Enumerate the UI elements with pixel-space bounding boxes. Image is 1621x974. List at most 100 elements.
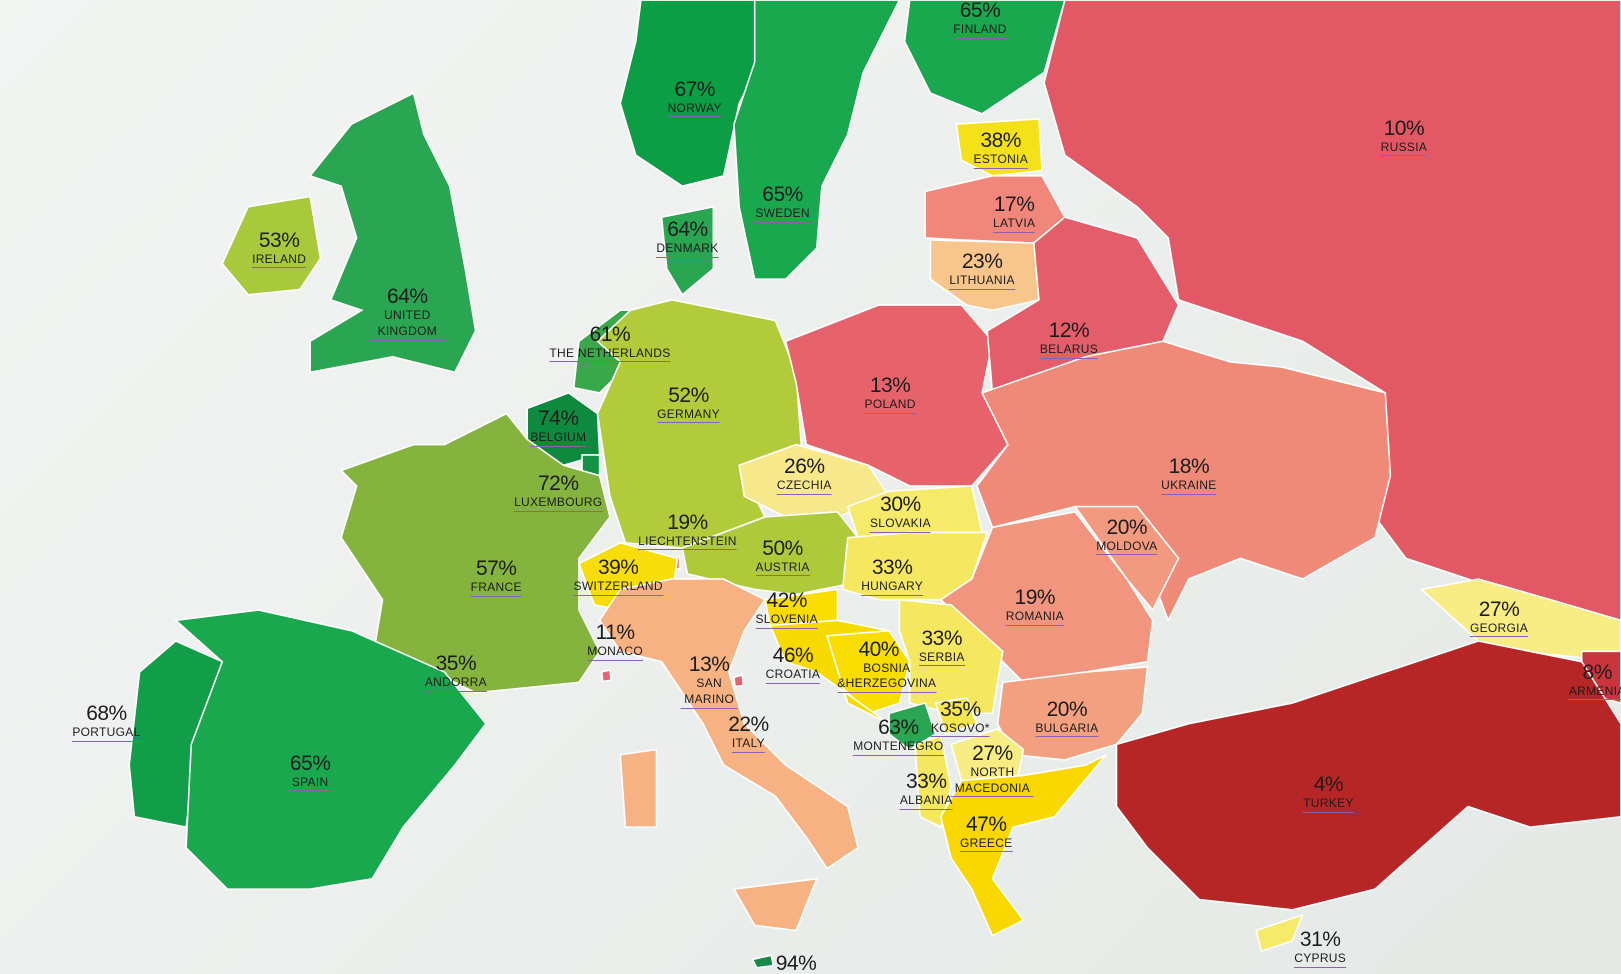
score: 38%	[980, 129, 1021, 153]
country-label: 27% GEORGIA	[1469, 597, 1529, 638]
score: 47%	[965, 812, 1007, 836]
country-label: 53% IRELAND	[252, 228, 307, 269]
country-name: SERBIA	[918, 650, 965, 667]
country-name: ITALY	[731, 736, 765, 753]
country-name: NORWAY	[667, 101, 722, 118]
score: 65%	[289, 751, 331, 775]
country-label: 23% LITHUANIA	[949, 251, 1015, 290]
country-name: TURKEY	[1303, 796, 1354, 813]
country-name: SWITZERLAND	[573, 579, 663, 596]
country-shape	[173, 609, 487, 890]
country-label: 33% ALBANIA	[899, 771, 953, 810]
score: 35%	[940, 697, 981, 721]
country-shape	[339, 412, 611, 694]
country-label: 27% NORTH MACEDONIA	[951, 742, 1034, 798]
score: 94%	[775, 952, 817, 974]
country-label: 52% GERMANY	[657, 385, 720, 424]
country-label: 13% POLAND	[864, 374, 916, 414]
country-name: AUSTRIA	[755, 560, 810, 577]
score: 46%	[772, 644, 814, 668]
country-name: SWEDEN	[755, 206, 810, 223]
score: 30%	[880, 493, 921, 517]
country-label: 12% BELARUS	[1039, 319, 1098, 360]
country-shape	[221, 195, 322, 296]
country-label: 8% ARMENIA	[1568, 660, 1621, 701]
country-name: FINLAND	[953, 22, 1007, 39]
country-name: ANDORRA	[424, 675, 487, 692]
country-name: SAN MARINO	[680, 676, 738, 709]
country-label: 31% CYPRUS	[1294, 929, 1347, 968]
country-shape	[976, 340, 1392, 623]
score: 22%	[728, 713, 769, 737]
country-name: CZECHIA	[776, 478, 832, 495]
score: 39%	[597, 556, 639, 580]
country-name: PORTUGAL	[72, 725, 141, 742]
country-shape	[308, 91, 477, 374]
country-name: DENMARK	[656, 241, 719, 258]
country-label: 20% BULGARIA	[1035, 697, 1099, 738]
country-label: 57% FRANCE	[470, 557, 522, 597]
country-name: UKRAINE	[1161, 478, 1217, 495]
country-label: 65% SWEDEN	[755, 184, 810, 223]
score: 27%	[972, 742, 1013, 766]
country-label: 19% ROMANIA	[1005, 586, 1064, 626]
country-label: 65% FINLAND	[953, 0, 1007, 39]
country-label: 65% SPAIN	[290, 753, 331, 792]
country-label: 67% NORWAY	[667, 77, 722, 118]
country-name: POLAND	[864, 397, 916, 414]
country-name: LUXEMBOURG	[514, 495, 603, 513]
country-name: LITHUANIA	[949, 273, 1015, 290]
score: 64%	[387, 285, 428, 309]
country-name: GEORGIA	[1469, 621, 1529, 638]
score: 8%	[1582, 660, 1613, 684]
country-label: 61% THE NETHERLANDS	[549, 324, 671, 363]
country-name: MOLDOVA	[1096, 539, 1158, 556]
score: 67%	[674, 77, 715, 101]
country-label: 46% CROATIA	[765, 644, 821, 684]
country-label: 33% SERBIA	[918, 626, 965, 667]
score: 42%	[766, 589, 807, 613]
score: 19%	[1014, 586, 1056, 610]
country-shape	[934, 697, 978, 736]
country-shape	[598, 578, 859, 870]
score: 20%	[1106, 515, 1148, 539]
score: 10%	[1383, 116, 1425, 140]
country-label: 38% ESTONIA	[973, 130, 1028, 169]
country-name: SLOVAKIA	[870, 516, 931, 533]
country-shape	[600, 669, 612, 683]
country-shape	[955, 118, 1043, 177]
country-label: 13% SAN MARINO	[680, 654, 738, 709]
score: 17%	[993, 193, 1035, 217]
country-name: UNITED KINGDOM	[371, 308, 444, 341]
country-shape	[733, 0, 901, 280]
country-name: HUNGARY	[861, 579, 924, 596]
country-name: RUSSIA	[1380, 140, 1428, 157]
score: 33%	[921, 626, 963, 650]
score: 13%	[869, 374, 911, 398]
country-label: 50% AUSTRIA	[755, 538, 810, 577]
country-name: ALBANIA	[899, 793, 953, 810]
score: 64%	[667, 218, 708, 242]
score: 65%	[959, 0, 1001, 22]
score: 20%	[1046, 697, 1088, 721]
country-name: LATVIA	[993, 216, 1036, 233]
country-name: GREECE	[959, 836, 1013, 853]
country-label: 40% BOSNIA &HERZEGOVINA	[837, 639, 937, 694]
score: 12%	[1048, 319, 1090, 343]
score: 26%	[784, 454, 825, 478]
score: 68%	[86, 701, 127, 725]
score: 27%	[1478, 597, 1520, 621]
country-shape	[751, 954, 775, 969]
country-label: 72% LUXEMBOURG	[514, 473, 603, 513]
country-shape	[1115, 640, 1621, 911]
country-shape	[732, 877, 818, 932]
country-name: BELGIUM	[530, 430, 587, 447]
country-name: IRELAND	[252, 252, 307, 269]
score: 53%	[258, 228, 300, 252]
country-name: KOSOVO*	[930, 721, 990, 738]
country-name: ESTONIA	[973, 152, 1028, 169]
country-name: CYPRUS	[1294, 951, 1347, 968]
country-name: BOSNIA &HERZEGOVINA	[837, 661, 937, 694]
score: 57%	[475, 557, 517, 581]
